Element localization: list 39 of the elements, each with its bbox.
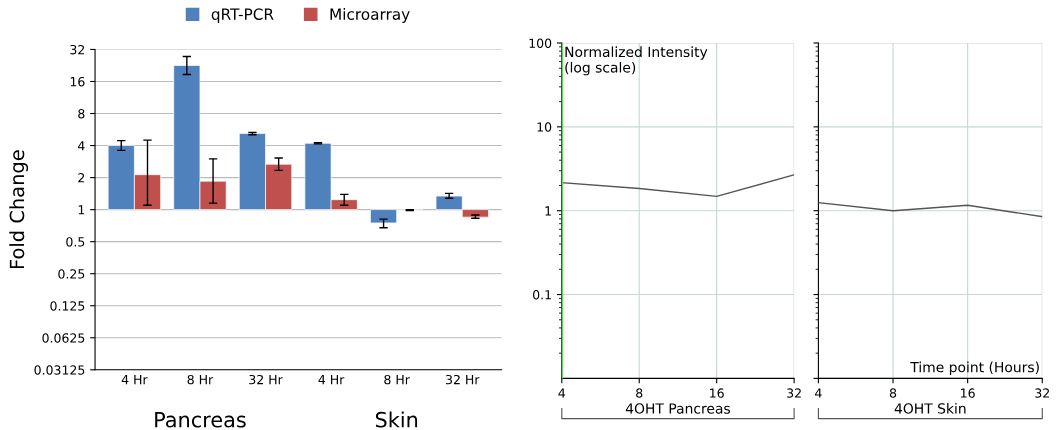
x-axis-title: 4OHT Pancreas: [625, 403, 731, 414]
text: Skin: [375, 411, 418, 428]
y-tick-label: 1: [78, 205, 85, 215]
y-tick-label: 100: [529, 38, 552, 48]
x-tick-label: 32: [1035, 388, 1049, 398]
x-tick-label: 16: [710, 388, 724, 398]
y-tick-label: 0.03125: [34, 365, 85, 375]
y-tick-label: 0.5: [66, 237, 85, 247]
x-tick-label: 8 Hr: [187, 374, 214, 385]
x-tick-label: 32 Hr: [249, 374, 283, 385]
y-tick-label: 0.125: [50, 301, 85, 311]
x-tick-label: 4: [558, 388, 566, 398]
y-tick-label: 10: [537, 122, 552, 132]
y-tick-label: 0.25: [58, 269, 85, 279]
x-tick-label: 16: [961, 388, 975, 398]
y-tick-label: 4: [77, 141, 85, 151]
x-tick-label: 4 Hr: [121, 375, 148, 385]
x-tick-label: 4: [815, 388, 822, 398]
y-tick-label: 1: [545, 206, 551, 216]
x-tick-label: 8: [889, 388, 897, 398]
y-tick-label: 0.0625: [42, 333, 85, 343]
x-tick-label: 32: [787, 388, 801, 398]
annotation: Time point (Hours): [910, 361, 1039, 376]
y-tick-label: 32: [70, 44, 85, 55]
x-tick-label: 4 Hr: [318, 375, 345, 385]
text: Pancreas: [155, 412, 246, 428]
y-tick-label: 8: [78, 108, 85, 119]
x-tick-label: 8: [636, 388, 643, 398]
line-series: [561, 174, 795, 198]
x-tick-label: 32 Hr: [446, 374, 480, 385]
y-axis-title: Fold Change: [9, 150, 29, 269]
legend-label: qRT-PCR: [211, 8, 274, 23]
x-axis-title: 4OHT Skin: [894, 403, 966, 414]
y-tick-label: 2: [78, 173, 85, 183]
y-tick-label: 0.1: [533, 290, 551, 300]
y-tick-label: 16: [70, 76, 85, 87]
y-axis-title: Normalized Intensity (log scale): [565, 46, 708, 76]
legend-label: Microarray: [330, 8, 410, 23]
x-tick-label: 8 Hr: [384, 374, 410, 385]
